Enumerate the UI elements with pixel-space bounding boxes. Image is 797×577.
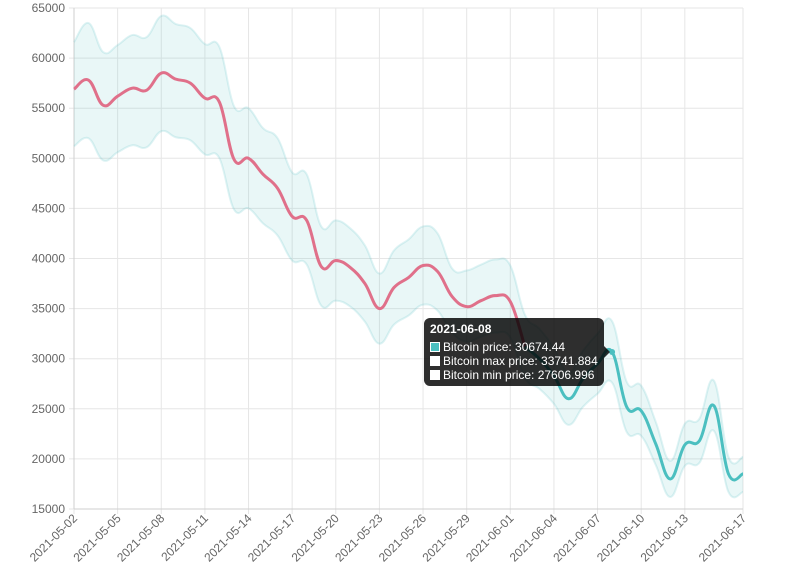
tooltip-swatch-min bbox=[430, 370, 440, 380]
tooltip-title: 2021-06-08 bbox=[430, 322, 492, 336]
hover-point bbox=[609, 348, 616, 355]
tooltip-text-price: Bitcoin price: 30674.44 bbox=[443, 340, 566, 354]
y-tick-label-3: 30000 bbox=[32, 352, 66, 366]
y-tick-label-4: 35000 bbox=[32, 302, 66, 316]
tooltip-row-price: Bitcoin price: 30674.44 bbox=[430, 340, 598, 354]
y-axis-ticks: 15000 20000 25000 30000 35000 40000 45000 50000… bbox=[32, 1, 66, 516]
tooltip-swatch-price bbox=[430, 342, 440, 352]
tooltip-swatch-max bbox=[430, 356, 440, 366]
y-tick-label-2: 25000 bbox=[32, 402, 66, 416]
tooltip-row-min: Bitcoin min price: 27606.996 bbox=[430, 368, 598, 382]
y-tick-label-5: 40000 bbox=[32, 252, 66, 266]
y-tick-label-1: 20000 bbox=[32, 452, 66, 466]
y-tick-label-6: 45000 bbox=[32, 201, 66, 215]
y-tick-label-10: 65000 bbox=[32, 1, 66, 15]
x-tick-label-14: 2021-06-13 bbox=[638, 511, 692, 565]
x-axis-ticks: 2021-05-022021-05-052021-05-082021-05-11… bbox=[27, 511, 750, 565]
tooltip-caret bbox=[604, 346, 610, 358]
price-range-band bbox=[73, 14, 744, 499]
series-min-line bbox=[73, 129, 744, 499]
x-tick-label-15: 2021-06-17 bbox=[696, 511, 750, 565]
series-price-line-red bbox=[73, 71, 527, 348]
tooltip-row-max: Bitcoin max price: 33741.884 bbox=[430, 354, 598, 368]
tooltip-text-min: Bitcoin min price: 27606.996 bbox=[443, 368, 595, 382]
series-max-line bbox=[73, 14, 744, 465]
y-tick-label-7: 50000 bbox=[32, 151, 66, 165]
chart-tooltip: 2021-06-08 Bitcoin price: 30674.44 Bitco… bbox=[424, 318, 604, 386]
y-tick-label-0: 15000 bbox=[32, 502, 66, 516]
y-tick-label-8: 55000 bbox=[32, 101, 66, 115]
hover-point-marker[interactable] bbox=[609, 348, 616, 355]
price-lines bbox=[73, 71, 744, 482]
tooltip-text-max: Bitcoin max price: 33741.884 bbox=[443, 354, 598, 368]
series-price-line-teal bbox=[523, 345, 744, 482]
range-band-fill bbox=[74, 15, 743, 498]
y-tick-label-9: 60000 bbox=[32, 51, 66, 65]
